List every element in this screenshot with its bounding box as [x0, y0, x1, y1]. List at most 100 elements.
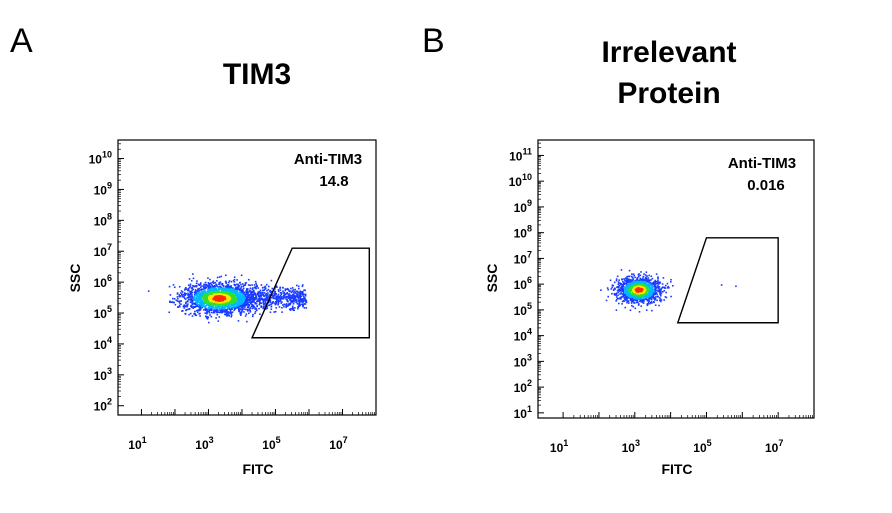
event-dot [201, 290, 203, 292]
event-dot [277, 298, 279, 301]
event-dot [656, 299, 658, 302]
event-dot [228, 280, 231, 282]
event-dot [185, 308, 188, 311]
event-dot [622, 293, 625, 295]
event-dot [660, 287, 663, 290]
event-dot [641, 300, 644, 303]
event-dot [214, 309, 217, 312]
event-dot [275, 307, 278, 309]
event-dot [266, 298, 268, 301]
event-dot [210, 311, 213, 314]
event-dot [249, 309, 251, 312]
event-dot [245, 293, 247, 295]
event-dot [276, 295, 279, 298]
event-dot [618, 282, 620, 285]
event-dot [631, 279, 634, 282]
event-dot [649, 302, 651, 305]
event-dot [638, 303, 640, 305]
event-dot [630, 302, 633, 304]
event-dot [291, 307, 294, 310]
event-dot [239, 301, 242, 304]
event-dot [219, 297, 221, 300]
event-dot [624, 306, 627, 309]
event-dot [220, 289, 223, 291]
event-dot [670, 278, 672, 281]
event-dot [642, 275, 645, 278]
event-dot [652, 292, 655, 294]
event-dot [645, 309, 648, 311]
event-dot [655, 287, 657, 290]
event-dot [193, 295, 196, 297]
event-dot [632, 294, 634, 297]
event-dot [236, 279, 238, 281]
event-dot [643, 279, 646, 282]
event-dot [663, 289, 666, 292]
event-dot [651, 302, 653, 304]
event-dot [200, 297, 203, 300]
event-dot [267, 288, 270, 291]
event-dot [196, 295, 198, 298]
event-dot [221, 308, 223, 311]
event-dot [269, 293, 271, 296]
event-dot [183, 305, 186, 307]
event-dot [657, 277, 659, 280]
event-dot [302, 294, 305, 296]
event-dot [634, 279, 636, 282]
event-dot [222, 297, 225, 299]
event-dot [195, 282, 198, 285]
event-dot [251, 284, 253, 286]
event-dot [620, 297, 622, 300]
event-dot [211, 288, 214, 291]
event-dot [193, 291, 196, 294]
event-dot [206, 318, 209, 320]
panel-a-title: TIM3 [223, 58, 291, 91]
event-dot [223, 307, 226, 310]
event-dot [245, 313, 248, 315]
event-dot [648, 297, 650, 299]
event-dot [219, 286, 222, 289]
event-dot [258, 307, 260, 310]
event-dot [631, 276, 634, 279]
event-dot [220, 305, 223, 308]
event-dot [218, 282, 221, 284]
event-dot [208, 306, 210, 308]
panel-a-gate-value: 14.8 [319, 173, 348, 190]
event-dot [651, 284, 654, 287]
event-dot [207, 287, 210, 290]
event-dot [623, 297, 626, 300]
event-dot [181, 309, 184, 312]
event-dot [241, 283, 244, 285]
event-dot [218, 288, 221, 291]
x-tick-label: 101 [550, 438, 568, 455]
event-dot [218, 276, 221, 278]
event-dot [193, 312, 196, 315]
event-dot [626, 275, 628, 278]
y-tick-label: 108 [514, 224, 532, 241]
event-dot [290, 297, 293, 300]
event-dot [667, 285, 669, 288]
event-dot [280, 296, 283, 299]
event-dot [201, 285, 203, 287]
event-dot [203, 291, 206, 294]
event-dot [652, 297, 655, 300]
event-dot [641, 281, 644, 283]
event-dot [253, 296, 256, 299]
event-dot [224, 313, 226, 316]
event-dot [247, 309, 250, 311]
event-dot [208, 303, 211, 306]
event-dot [231, 287, 234, 290]
event-dot [302, 299, 305, 302]
event-dot [202, 304, 205, 307]
event-dot [189, 298, 192, 301]
event-dot [654, 281, 656, 284]
event-dot [261, 287, 264, 289]
event-dot [667, 287, 669, 289]
event-dot [300, 300, 302, 303]
event-dot [190, 293, 193, 295]
event-dot [613, 288, 615, 291]
event-dot [294, 298, 297, 300]
event-dot [267, 292, 269, 294]
event-dot [249, 298, 251, 300]
event-dot [623, 278, 625, 280]
event-dot [213, 310, 215, 313]
